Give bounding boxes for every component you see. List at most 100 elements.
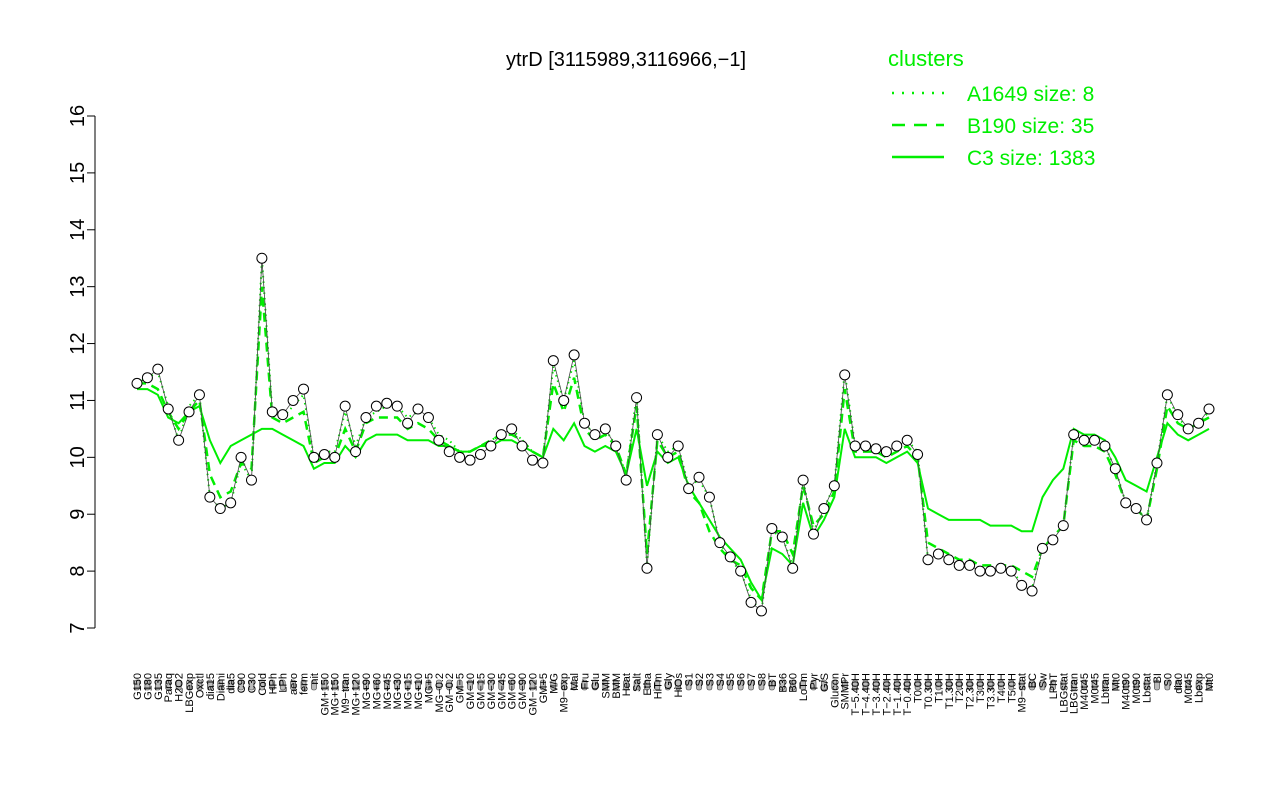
legend-label: A1649 size: 8 <box>967 83 1094 106</box>
data-point <box>672 440 684 452</box>
x-rug-mark <box>883 679 890 691</box>
x-rug-mark <box>155 679 161 691</box>
x-rug-mark <box>935 679 942 691</box>
x-tick-label: Mt0 <box>1110 673 1122 691</box>
y-tick-label: 10 <box>67 446 89 468</box>
x-tick-label: G150 <box>132 673 144 700</box>
x-tick-label: HiTm <box>652 673 664 699</box>
x-rug-mark <box>134 679 140 691</box>
x-rug-mark <box>456 679 463 691</box>
x-rug-mark <box>1008 679 1015 691</box>
data-point <box>1109 463 1121 475</box>
data-point <box>735 565 747 577</box>
x-tick-label: LPh <box>278 673 290 693</box>
data-point <box>162 403 174 415</box>
data-point <box>1193 417 1205 429</box>
data-point <box>443 446 455 458</box>
x-tick-label: M40t90 <box>1121 673 1133 710</box>
data-point <box>631 392 643 404</box>
x-rug-mark <box>1102 679 1108 691</box>
x-rug-mark <box>571 679 577 691</box>
x-rug-mark <box>477 679 484 691</box>
x-rug-mark <box>1050 679 1056 691</box>
x-rug-mark <box>321 679 328 691</box>
x-tick-label: M/G <box>548 673 560 694</box>
data-point <box>537 457 549 469</box>
x-rug-mark <box>706 679 713 691</box>
data-point <box>516 440 528 452</box>
x-rug-mark <box>425 679 432 691</box>
x-rug-mark <box>269 679 276 691</box>
x-rug-mark <box>987 679 994 691</box>
x-rug-mark <box>1081 679 1087 691</box>
data-point <box>1036 542 1048 554</box>
data-point <box>797 474 809 486</box>
x-tick-label: Lbstat <box>1142 673 1154 703</box>
x-tick-label: HPh <box>267 673 279 694</box>
x-rug-mark <box>727 679 734 691</box>
x-rug-mark <box>560 679 567 691</box>
data-point <box>1057 520 1069 532</box>
data-point <box>849 440 861 452</box>
x-rug-mark <box>165 679 172 691</box>
data-point <box>558 394 570 406</box>
data-point <box>183 406 195 418</box>
data-point <box>693 471 705 483</box>
x-rug-mark <box>311 679 317 691</box>
x-tick-label: BMM <box>611 673 623 699</box>
x-rug-mark <box>279 679 286 691</box>
data-point <box>433 434 445 446</box>
x-rug-mark <box>1060 679 1067 691</box>
x-rug-mark <box>1154 679 1160 691</box>
x-rug-mark <box>1164 679 1171 691</box>
data-point <box>308 451 320 463</box>
x-tick-label: GM−15 <box>475 673 487 709</box>
data-point <box>839 369 851 381</box>
x-rug-mark <box>1070 679 1077 691</box>
data-point <box>808 528 820 540</box>
x-rug-mark <box>998 679 1004 691</box>
x-tick-label: LPhT <box>1048 673 1060 700</box>
x-rug-mark <box>675 679 682 691</box>
data-point <box>381 397 393 409</box>
x-rug-mark <box>977 679 983 691</box>
x-rug-mark <box>436 679 442 691</box>
data-point <box>599 423 611 435</box>
chart-title: ytrD [3115989,3116966,−1] <box>506 49 746 71</box>
x-tick-label: Lbtran <box>1100 673 1112 704</box>
x-tick-label: MG+10 <box>413 673 425 709</box>
x-tick-label: GM−0.2 <box>444 673 456 712</box>
x-rug-mark <box>758 679 765 691</box>
x-tick-label: S3 <box>704 673 716 686</box>
x-tick-label: S4 <box>715 673 727 686</box>
x-tick-label: Pyr <box>809 673 821 690</box>
x-rug-mark <box>769 679 775 691</box>
y-tick-label: 16 <box>67 105 89 127</box>
data-point <box>703 491 715 503</box>
x-rug-mark <box>810 679 817 691</box>
x-tick-label: GM−60 <box>507 673 519 709</box>
x-rug-mark <box>238 679 244 691</box>
x-rug-mark <box>664 679 671 691</box>
data-point <box>287 394 299 406</box>
x-tick-label: MG+60 <box>371 673 383 709</box>
data-point <box>818 503 830 515</box>
x-tick-label: T1.0H <box>933 673 945 703</box>
data-point <box>454 451 466 463</box>
x-tick-label: T3.0H <box>975 673 987 703</box>
data-point <box>1047 534 1059 546</box>
data-point <box>620 474 632 486</box>
data-point <box>579 417 591 429</box>
series-line-solid <box>137 388 1210 603</box>
x-tick-label: Glu <box>590 673 602 690</box>
x-tick-label: M0t45 <box>1090 673 1102 704</box>
data-point <box>193 389 205 401</box>
x-rug-mark <box>488 679 494 691</box>
x-tick-label: T2.0H <box>954 673 966 703</box>
x-tick-label: MG−0.2 <box>434 673 446 712</box>
x-tick-label: S6 <box>736 673 748 686</box>
data-point <box>339 400 351 412</box>
x-tick-label: C90 <box>236 673 248 693</box>
data-point <box>1130 503 1142 515</box>
data-point <box>828 480 840 492</box>
